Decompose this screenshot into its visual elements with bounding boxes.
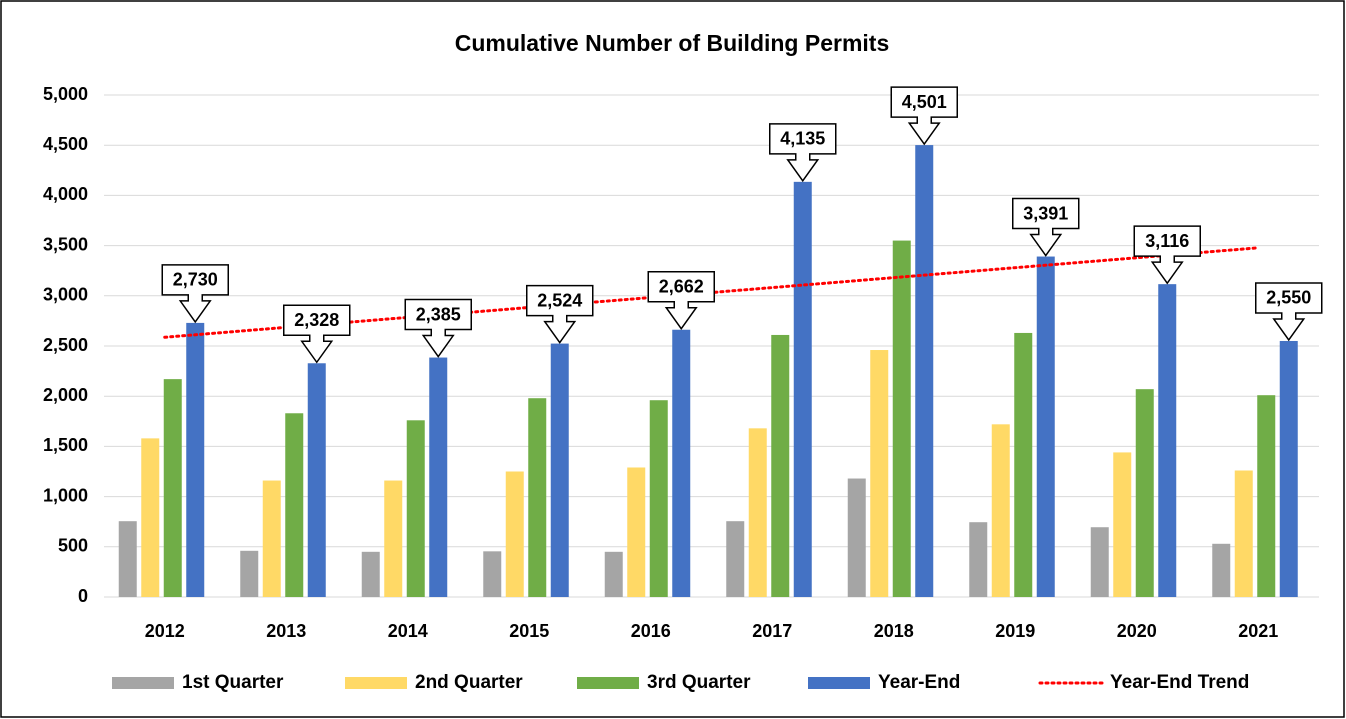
y-tick-label: 1,000 [43,485,88,505]
bar [186,322,205,597]
bar [1158,284,1177,597]
bar [429,357,448,597]
callout [1255,282,1323,342]
legend-label: Year-End Trend [1110,672,1249,693]
bar [1279,340,1298,597]
y-tick-label: 4,000 [43,184,88,204]
legend-swatch [345,677,407,689]
bar [892,240,911,597]
bar [604,551,623,597]
bar [163,379,182,597]
bar [1212,543,1231,597]
x-tick-label: 2016 [631,621,671,641]
bar [870,350,889,597]
y-tick-label: 3,000 [43,285,88,305]
callout [404,298,472,358]
bar [1257,395,1276,597]
x-tick-label: 2015 [509,621,549,641]
callout [1012,197,1080,257]
data-label: 4,135 [780,129,825,149]
callout [283,304,351,364]
y-tick-label: 3,500 [43,234,88,254]
bar [991,424,1010,597]
legend-swatch [577,677,639,689]
x-tick-label: 2021 [1238,621,1278,641]
callout [769,123,837,183]
bar [969,522,988,597]
y-tick-label: 500 [58,536,88,556]
x-tick-label: 2020 [1117,621,1157,641]
y-tick-label: 2,500 [43,335,88,355]
data-label: 4,501 [902,92,947,112]
bar [285,413,304,597]
data-label: 2,730 [173,270,218,290]
x-tick-label: 2019 [995,621,1035,641]
legend-swatch [112,677,174,689]
x-tick-label: 2018 [874,621,914,641]
y-tick-label: 4,500 [43,134,88,154]
bar [748,428,767,597]
legend-label: 1st Quarter [182,672,284,693]
y-tick-label: 2,000 [43,385,88,405]
bar [627,467,646,597]
x-tick-label: 2014 [388,621,428,641]
bar [672,329,691,597]
bar [483,551,502,597]
bar [649,400,668,597]
bar [771,334,790,597]
bar [1036,256,1055,597]
bar [1234,470,1253,597]
bar [1135,389,1154,597]
data-label: 3,391 [1023,203,1068,223]
bar [528,398,547,597]
callout [526,284,594,344]
bar [726,521,745,597]
bar [1014,332,1033,597]
data-label: 2,524 [537,290,582,310]
y-tick-label: 5,000 [43,84,88,104]
bar [141,438,160,597]
x-tick-label: 2013 [266,621,306,641]
bar [1113,452,1132,597]
bar [505,471,524,597]
bar [361,551,380,597]
bar [118,521,137,597]
bar [384,480,403,597]
bar [307,363,326,597]
data-label: 3,116 [1145,231,1189,251]
y-tick-label: 1,500 [43,435,88,455]
bar [915,145,934,597]
x-tick-label: 2012 [145,621,185,641]
legend-label: Year-End [878,672,960,693]
data-label: 2,385 [416,304,461,324]
callout [161,264,229,324]
y-tick-label: 0 [78,586,88,606]
data-label: 2,328 [294,310,339,330]
bar [1090,527,1109,597]
bar [847,478,866,597]
bar [793,181,812,597]
legend-swatch [808,677,870,689]
data-label: 2,662 [659,276,704,296]
bar [406,420,425,597]
callout [890,86,958,146]
callout [647,270,715,331]
chart-title: Cumulative Number of Building Permits [455,30,890,56]
callout [1133,225,1201,285]
legend-label: 3rd Quarter [647,672,751,693]
bar [262,480,281,597]
legend-label: 2nd Quarter [415,672,523,693]
x-tick-label: 2017 [752,621,792,641]
bar [550,343,569,597]
bar [240,550,259,597]
data-label: 2,550 [1266,288,1311,308]
